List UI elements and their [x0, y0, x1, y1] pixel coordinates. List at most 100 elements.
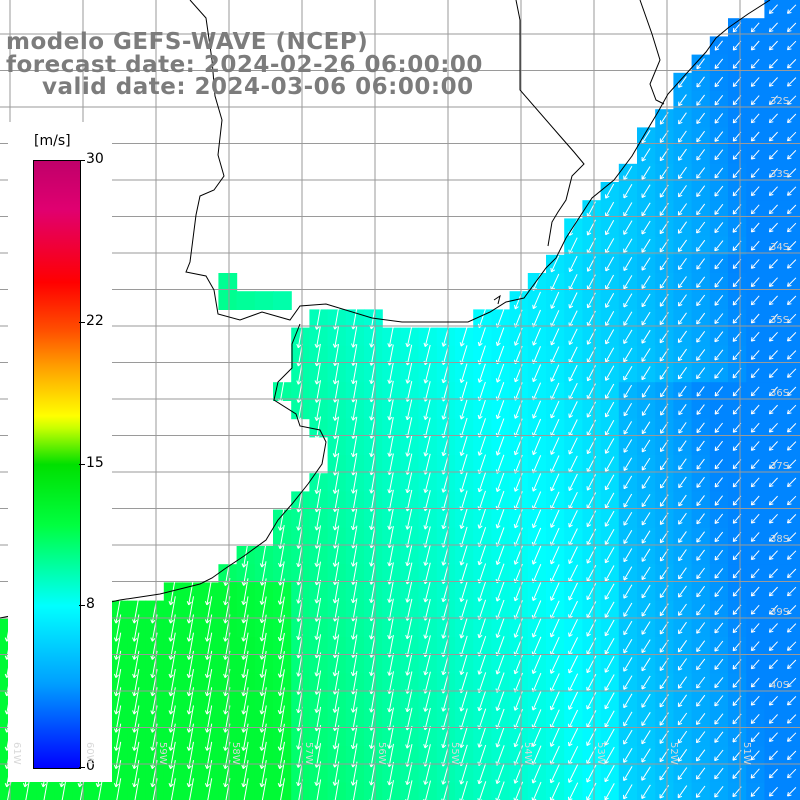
- wind-arrow: [677, 348, 688, 362]
- wind-arrow: [423, 362, 431, 384]
- wind-arrow: [787, 550, 797, 560]
- wind-arrow: [605, 292, 615, 308]
- wind-arrow: [405, 616, 413, 640]
- wind-arrow: [678, 512, 687, 525]
- wind-arrow: [714, 349, 724, 361]
- wind-arrow: [387, 580, 394, 603]
- wind-arrow: [696, 440, 705, 452]
- wind-arrow: [714, 276, 724, 288]
- wind-arrow: [768, 240, 778, 251]
- wind-arrow: [113, 650, 122, 679]
- wind-arrow: [768, 604, 778, 615]
- wind-arrow: [678, 458, 687, 470]
- wind-arrow: [750, 368, 760, 379]
- wind-cell: [273, 291, 292, 310]
- wind-arrow: [405, 471, 413, 494]
- wind-arrow: [641, 366, 651, 381]
- wind-arrow: [750, 604, 760, 615]
- wind-arrow: [623, 238, 633, 254]
- wind-arrow: [641, 512, 651, 526]
- wind-arrow: [314, 652, 322, 677]
- wind-arrow: [787, 641, 797, 651]
- wind-arrow: [787, 186, 797, 196]
- wind-arrow: [550, 546, 560, 565]
- wind-arrow: [750, 222, 760, 233]
- wind-arrow: [495, 327, 505, 347]
- wind-arrow: [132, 650, 140, 679]
- wind-arrow: [423, 544, 431, 566]
- wind-arrow: [387, 471, 394, 494]
- wind-arrow: [459, 581, 468, 602]
- wind-arrow: [714, 604, 724, 616]
- wind-arrow: [787, 313, 797, 324]
- wind-arrow: [568, 546, 578, 565]
- wind-arrow: [714, 94, 724, 106]
- wind-arrow: [750, 422, 760, 433]
- wind-arrow: [350, 580, 358, 604]
- wind-arrow: [696, 239, 706, 252]
- wind-arrow: [568, 510, 578, 528]
- wind-arrow: [387, 398, 394, 421]
- wind-cell: [218, 291, 238, 310]
- longitude-label: 60W: [84, 742, 95, 765]
- wind-arrow: [550, 328, 560, 346]
- wind-arrow: [350, 616, 358, 640]
- wind-arrow: [459, 617, 468, 639]
- wind-arrow: [423, 580, 431, 603]
- wind-arrow: [768, 568, 778, 579]
- wind-arrow: [696, 76, 705, 88]
- wind-arrow: [259, 578, 267, 605]
- wind-arrow: [768, 422, 778, 433]
- wind-arrow: [696, 513, 705, 525]
- wind-arrow: [768, 404, 778, 415]
- wind-arrow: [477, 581, 487, 602]
- wind-arrow: [787, 441, 797, 451]
- colorbar-tick-mark: [79, 605, 85, 607]
- wind-arrow: [714, 422, 723, 433]
- wind-arrow: [314, 543, 321, 567]
- wind-arrow: [623, 493, 633, 508]
- latitude-label: 35S: [770, 315, 790, 326]
- wind-arrow: [750, 131, 760, 142]
- wind-arrow: [604, 601, 615, 618]
- wind-arrow: [604, 474, 615, 491]
- wind-arrow: [351, 362, 358, 385]
- wind-arrow: [714, 568, 724, 579]
- wind-arrow: [768, 113, 778, 124]
- wind-arrow: [604, 438, 615, 454]
- longitude-label: 57W: [303, 742, 314, 765]
- wind-arrow: [750, 204, 760, 215]
- wind-arrow: [623, 165, 633, 181]
- wind-arrow: [678, 621, 687, 635]
- wind-arrow: [623, 602, 633, 617]
- wind-arrow: [641, 457, 651, 471]
- wind-arrow: [750, 568, 760, 579]
- wind-arrow: [168, 578, 176, 606]
- wind-arrow: [405, 362, 413, 384]
- wind-arrow: [714, 495, 723, 506]
- longitude-label: 52W: [668, 742, 679, 765]
- colorbar-tick-label: 15: [86, 454, 104, 471]
- wind-arrow: [277, 578, 285, 605]
- wind-arrow: [677, 203, 688, 216]
- wind-arrow: [405, 580, 413, 603]
- longitude-label: 55W: [449, 742, 460, 765]
- wind-arrow: [768, 168, 778, 178]
- wind-arrow: [623, 457, 633, 471]
- wind-arrow: [678, 294, 687, 307]
- wind-arrow: [350, 471, 358, 494]
- wind-arrow: [387, 507, 394, 530]
- wind-arrow: [714, 294, 724, 306]
- wind-arrow: [787, 277, 797, 287]
- wind-arrow: [750, 295, 760, 306]
- wind-arrow: [204, 650, 213, 679]
- wind-arrow: [787, 150, 797, 160]
- wind-arrow: [768, 222, 778, 233]
- wind-arrow: [351, 326, 358, 348]
- wind-arrow: [605, 311, 615, 327]
- wind-arrow: [369, 398, 376, 421]
- coastline-islet: [493, 294, 501, 305]
- wind-arrow: [495, 509, 505, 529]
- wind-arrow: [750, 459, 760, 470]
- wind-arrow: [623, 293, 633, 308]
